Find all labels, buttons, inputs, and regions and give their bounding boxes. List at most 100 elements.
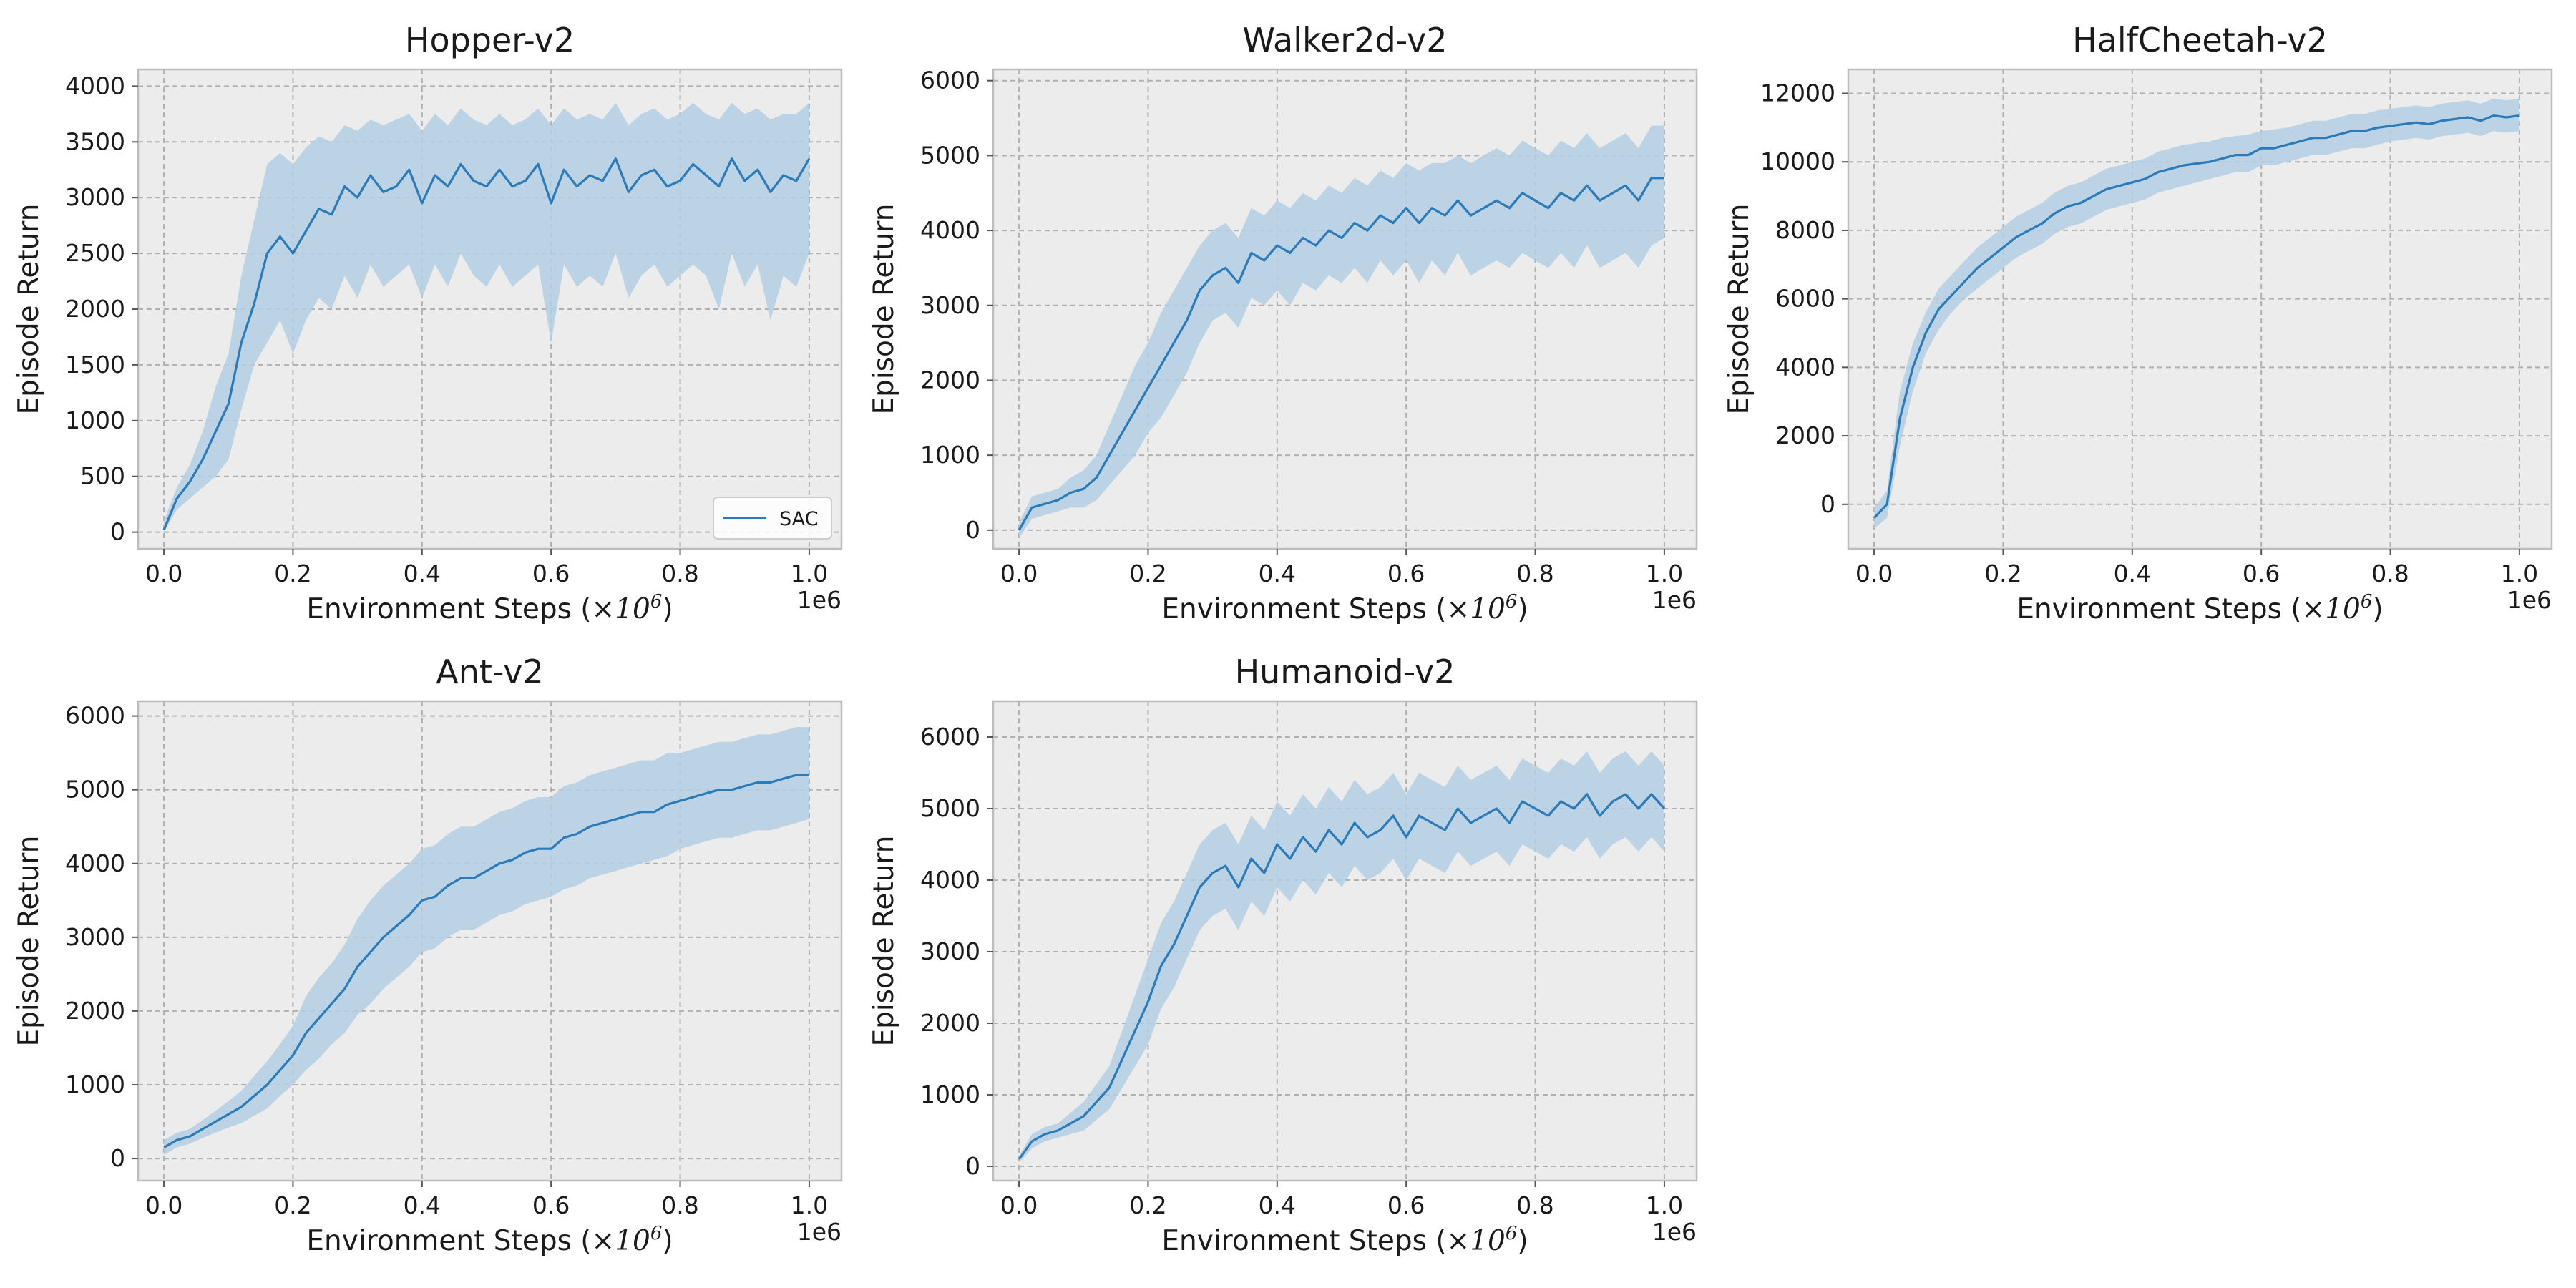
- x-tick-label: 0.4: [1259, 560, 1296, 587]
- confidence-band: [164, 727, 809, 1155]
- y-tick-label: 2000: [65, 997, 125, 1025]
- y-axis-label: Episode Return: [1723, 204, 1755, 415]
- x-tick-label: 0.0: [145, 1191, 182, 1219]
- x-tick-label: 0.6: [1387, 1191, 1425, 1219]
- x-tick-label: 0.8: [1516, 560, 1553, 587]
- y-tick-label: 3500: [65, 127, 125, 155]
- y-tick-label: 2000: [920, 366, 980, 394]
- subplot-halfcheetah-v2: 0.0 0.2 0.4 0.6 0.8 1.0 0 2000 4000 6000 8000 10000…: [1723, 21, 2553, 625]
- y-axis-label: Episode Return: [868, 836, 900, 1047]
- y-tick-label: 1000: [920, 441, 980, 469]
- legend-label: SAC: [779, 508, 819, 530]
- x-tick-label: 0.2: [274, 560, 311, 587]
- legend: SAC: [713, 497, 832, 540]
- y-tick-label: 5000: [920, 794, 980, 822]
- x-tick-label: 0.8: [661, 1191, 698, 1219]
- x-tick-label: 0.4: [404, 1191, 441, 1219]
- y-tick-label: 4000: [920, 866, 980, 894]
- y-tick-label: 6000: [920, 723, 980, 751]
- y-tick-label: 1000: [65, 1070, 125, 1098]
- plot-frame: [137, 700, 843, 1182]
- y-axis-label: Episode Return: [13, 204, 45, 415]
- x-tick-label: 1.0: [791, 560, 828, 587]
- plot-frame: [992, 68, 1698, 550]
- y-tick-label: 4000: [920, 216, 980, 244]
- y-tick-label: 2000: [1775, 421, 1835, 449]
- y-tick-label: 1500: [65, 351, 125, 379]
- y-tick-label: 4000: [65, 849, 125, 877]
- x-tick-label: 0.6: [532, 560, 570, 587]
- y-tick-label: 8000: [1775, 216, 1835, 244]
- x-axis-label: Environment Steps (×106): [306, 1223, 673, 1257]
- x-tick-label: 0.6: [1387, 560, 1425, 587]
- y-tick-label: 6000: [65, 702, 125, 730]
- confidence-band: [164, 102, 809, 532]
- x-axis-label: Environment Steps (×106): [2016, 591, 2383, 625]
- x-tick-label: 0.4: [2114, 560, 2151, 587]
- x-tick-label: 0.4: [1259, 1191, 1296, 1219]
- x-tick-label: 0.6: [2243, 560, 2280, 587]
- y-tick-label: 0: [965, 1152, 980, 1180]
- subplot-walker2d-v2: 0.0 0.2 0.4 0.6 0.8 1.0 0 1000 2000 3000 4000 5000 6…: [868, 21, 1698, 625]
- y-tick-label: 3000: [65, 183, 125, 211]
- y-tick-label: 0: [965, 516, 980, 544]
- y-tick-label: 2000: [65, 295, 125, 323]
- x-tick-label: 1.0: [1646, 1191, 1683, 1219]
- y-axis-label: Episode Return: [13, 836, 45, 1047]
- x-tick-label: 1.0: [1646, 560, 1683, 587]
- x-offset-label: 1e6: [1652, 1218, 1697, 1246]
- confidence-band: [1019, 125, 1664, 538]
- y-tick-label: 1000: [920, 1080, 980, 1108]
- y-tick-label: 500: [80, 462, 125, 490]
- x-offset-label: 1e6: [2507, 586, 2552, 614]
- subplot-title: Humanoid-v2: [1235, 653, 1455, 691]
- legend-box: [713, 497, 832, 540]
- series-line-sac: [1018, 793, 1666, 1160]
- x-tick-label: 1.0: [791, 1191, 828, 1219]
- subplot-ant-v2: 0.0 0.2 0.4 0.6 0.8 1.0 0 1000 2000 3000 4000 5000 6…: [13, 653, 843, 1257]
- x-offset-label: 1e6: [1652, 586, 1697, 614]
- x-axis-label: Environment Steps (×106): [306, 591, 673, 625]
- x-axis-label: Environment Steps (×106): [1161, 591, 1528, 625]
- y-axis-label: Episode Return: [868, 204, 900, 415]
- series-line-sac: [1873, 114, 2520, 519]
- x-tick-label: 0.2: [274, 1191, 311, 1219]
- series-line-sac: [1018, 177, 1664, 531]
- x-tick-label: 0.4: [404, 560, 441, 587]
- y-tick-label: 12000: [1760, 79, 1835, 107]
- y-tick-label: 3000: [920, 291, 980, 319]
- y-tick-label: 1000: [65, 406, 125, 434]
- y-tick-label: 6000: [920, 67, 980, 94]
- y-tick-label: 4000: [65, 72, 125, 99]
- x-axis-label: Environment Steps (×106): [1161, 1223, 1528, 1257]
- y-tick-label: 10000: [1760, 147, 1835, 175]
- x-tick-label: 0.8: [2371, 560, 2409, 587]
- y-tick-label: 5000: [65, 776, 125, 804]
- plot-frame: [1847, 68, 2553, 550]
- y-tick-label: 2500: [65, 239, 125, 267]
- x-tick-label: 0.2: [1129, 560, 1166, 587]
- x-tick-label: 0.0: [145, 560, 182, 587]
- x-tick-label: 0.2: [1984, 560, 2021, 587]
- x-tick-label: 0.0: [1000, 560, 1038, 587]
- x-tick-label: 0.8: [661, 560, 698, 587]
- subplot-hopper-v2: 0.0 0.2 0.4 0.6 0.8 1.0 0 500 1000 1500 2000 2500 30…: [13, 21, 843, 625]
- y-tick-label: 3000: [920, 937, 980, 965]
- y-tick-label: 0: [110, 518, 125, 546]
- subplot-title: HalfCheetah-v2: [2072, 21, 2328, 59]
- plot-frame: [992, 700, 1698, 1182]
- y-tick-label: 2000: [920, 1009, 980, 1037]
- y-tick-label: 0: [110, 1144, 125, 1172]
- x-offset-label: 1e6: [797, 586, 841, 614]
- series-line-sac: [162, 157, 811, 531]
- x-tick-label: 0.2: [1129, 1191, 1166, 1219]
- y-tick-label: 5000: [920, 141, 980, 169]
- confidence-band: [1019, 751, 1664, 1163]
- y-tick-label: 0: [1820, 490, 1835, 518]
- y-tick-label: 6000: [1775, 285, 1835, 313]
- y-tick-label: 4000: [1775, 353, 1835, 381]
- x-tick-label: 0.0: [1000, 1191, 1038, 1219]
- x-tick-label: 0.6: [532, 1191, 570, 1219]
- y-tick-label: 3000: [65, 923, 125, 951]
